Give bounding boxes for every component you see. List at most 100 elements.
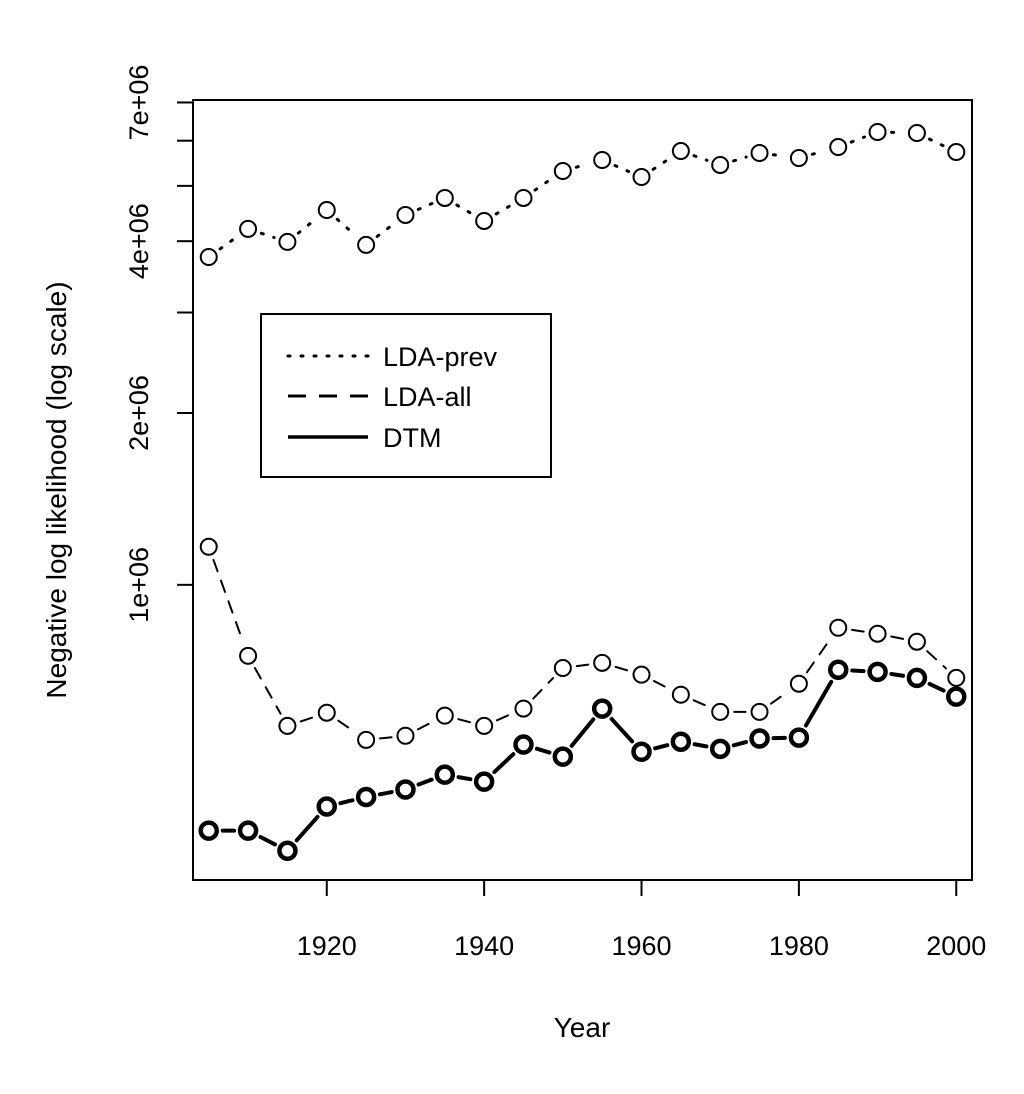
line-segment (220, 237, 237, 249)
line-segment (301, 717, 314, 721)
line-segment (255, 668, 281, 714)
line-segment (576, 164, 588, 167)
series-dtm (201, 662, 965, 859)
data-point (673, 687, 689, 703)
y-tick-label: 2e+06 (124, 375, 154, 451)
line-segment (852, 670, 863, 671)
x-tick-label: 1940 (454, 931, 514, 961)
line-segment (852, 630, 864, 632)
data-point (319, 798, 335, 814)
y-axis-label: Negative log likelihood (log scale) (41, 281, 72, 698)
data-point (752, 730, 768, 746)
data-point (555, 749, 571, 765)
legend: LDA-prev LDA-all DTM (261, 314, 551, 477)
x-tick-label: 1980 (769, 931, 829, 961)
data-point (397, 728, 413, 744)
data-point (201, 823, 217, 839)
data-point (712, 704, 728, 720)
line-segment (459, 777, 471, 779)
data-point (476, 774, 492, 790)
data-point (358, 789, 374, 805)
x-tick-label: 1920 (297, 931, 357, 961)
x-tick-label: 1960 (611, 931, 671, 961)
data-point (279, 718, 295, 734)
line-segment (771, 692, 788, 704)
data-point (909, 670, 925, 686)
data-point (240, 648, 256, 664)
line-segment (734, 157, 747, 161)
line-segment (535, 179, 551, 190)
data-point (870, 626, 886, 642)
line-segment (380, 737, 391, 738)
line-segment (377, 223, 394, 236)
data-point (397, 207, 413, 223)
data-point (358, 732, 374, 748)
data-point (555, 163, 571, 179)
data-point (830, 662, 846, 678)
data-point (319, 202, 335, 218)
data-point (555, 660, 571, 676)
line-segment (337, 219, 355, 235)
data-point (476, 718, 492, 734)
line-segment (694, 700, 708, 706)
line-segment (927, 651, 946, 668)
data-point (279, 234, 295, 250)
data-point (634, 667, 650, 683)
data-point (791, 730, 807, 746)
data-point (201, 249, 217, 265)
line-segment (494, 754, 513, 772)
line-segment (297, 817, 318, 840)
legend-label-dtm: DTM (383, 423, 441, 453)
series-layer (201, 124, 965, 859)
line-segment (654, 681, 668, 688)
data-point (673, 143, 689, 159)
data-point (870, 124, 886, 140)
x-axis: 1920 1940 1960 1980 2000 (297, 880, 987, 961)
data-point (594, 655, 610, 671)
data-point (240, 823, 256, 839)
data-point (791, 150, 807, 166)
data-point (673, 734, 689, 750)
line-segment (615, 166, 629, 172)
line-segment (298, 219, 316, 233)
line-segment (338, 721, 354, 732)
data-point (830, 620, 846, 636)
data-point (712, 741, 728, 757)
data-point (476, 213, 492, 229)
data-point (948, 144, 964, 160)
data-point (909, 634, 925, 650)
data-point (909, 125, 925, 141)
y-tick-label: 7e+06 (124, 65, 154, 141)
data-point (515, 737, 531, 753)
line-segment (533, 678, 553, 698)
x-tick-label: 2000 (926, 931, 986, 961)
line-segment (773, 155, 785, 156)
data-point (515, 190, 531, 206)
data-point (752, 704, 768, 720)
line-segment (930, 684, 944, 691)
series-lda-all (201, 539, 965, 748)
line-segment (496, 205, 511, 214)
data-point (791, 676, 807, 692)
data-point (634, 744, 650, 760)
line-segment (261, 837, 275, 844)
line-segment (419, 780, 432, 785)
line-segment (261, 233, 274, 237)
line-segment (380, 792, 392, 794)
plot-frame (193, 100, 972, 880)
line-segment (812, 151, 824, 154)
line-segment (891, 674, 903, 676)
series-lda-prev (201, 124, 965, 265)
line-segment (653, 159, 669, 170)
line-segment (734, 742, 746, 745)
line-segment (806, 682, 831, 726)
line-segment (572, 719, 594, 745)
line-segment (891, 637, 903, 639)
line-segment (851, 137, 864, 142)
line-segment (694, 156, 707, 161)
legend-label-lda-all: LDA-all (383, 382, 472, 412)
line-segment (655, 745, 667, 748)
data-point (437, 767, 453, 783)
